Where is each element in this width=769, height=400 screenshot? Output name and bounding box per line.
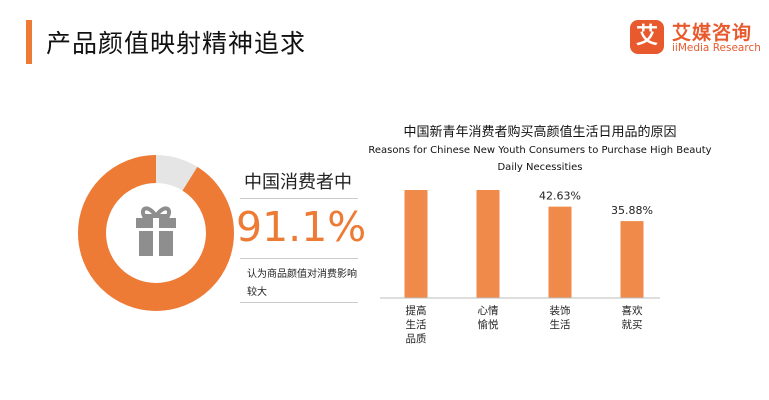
donut-chart xyxy=(78,155,234,311)
logo-name-cn: 艾媒咨询 xyxy=(672,22,753,44)
category-label-0-1: 生活 xyxy=(406,318,427,331)
chart-title: 中国新青年消费者购买高颜值生活日用品的原因 xyxy=(403,125,677,140)
category-label-0-0: 提高 xyxy=(406,304,427,317)
title-accent-bar xyxy=(26,20,32,64)
bar-3 xyxy=(620,221,644,298)
kpi-divider xyxy=(240,198,358,199)
category-label-0-2: 品质 xyxy=(406,333,427,345)
category-label-3-0: 喜欢 xyxy=(622,304,643,317)
data-label-2: 42.63% xyxy=(539,190,581,203)
chart-subtitle: Reasons for Chinese New Youth Consumers … xyxy=(368,145,712,173)
kpi-label: 中国消费者中 xyxy=(244,172,352,193)
bar-0 xyxy=(404,190,428,298)
logo-name-en: iiMedia Research xyxy=(672,42,761,54)
kpi-divider xyxy=(240,258,358,259)
category-label-1-1: 愉悦 xyxy=(478,318,499,331)
category-label-2-1: 生活 xyxy=(550,318,571,331)
kpi-divider xyxy=(240,302,358,303)
donut-arc xyxy=(78,155,234,311)
category-label-2-0: 装饰 xyxy=(550,304,571,317)
bar-chart: 55.24%提高生活品质53.46%心情愉悦42.63%装饰生活35.88%喜欢… xyxy=(380,190,660,345)
kpi-description: 认为商品颜值对消费影响较大 xyxy=(247,269,357,298)
logo-mark: 艾 xyxy=(630,20,664,54)
iimedia-logo: 艾 艾媒咨询 iiMedia Research xyxy=(630,20,761,60)
gift-icon xyxy=(136,206,176,256)
page-title: 产品颜值映射精神追求 xyxy=(46,29,307,58)
data-label-3: 35.88% xyxy=(611,204,653,217)
category-label-3-1: 就买 xyxy=(622,318,643,331)
bar-1 xyxy=(476,190,500,298)
bar-2 xyxy=(548,206,572,298)
category-label-1-0: 心情 xyxy=(478,304,499,317)
kpi-value: 91.1% xyxy=(236,203,367,251)
